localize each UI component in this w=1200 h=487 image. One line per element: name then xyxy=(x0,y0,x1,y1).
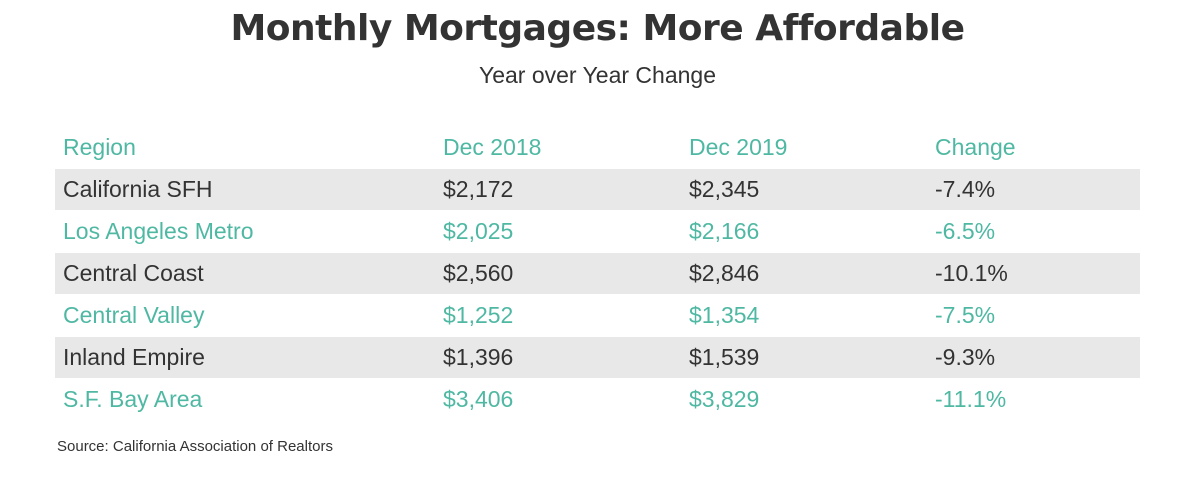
data-table: Region Dec 2018 Dec 2019 Change Californ… xyxy=(55,126,1140,420)
change-cell: -7.4% xyxy=(935,176,996,202)
table-row: California SFH $2,172 $2,345 -7.4% xyxy=(55,168,1140,210)
chart-subtitle: Year over Year Change xyxy=(478,62,716,88)
dec-2019-cell: $2,166 xyxy=(689,218,760,244)
change-cell: -7.5% xyxy=(935,302,996,328)
table-header-row: Region Dec 2018 Dec 2019 Change xyxy=(55,126,1140,168)
region-cell: Central Coast xyxy=(63,260,204,286)
table-row: Inland Empire $1,396 $1,539 -9.3% xyxy=(55,336,1140,378)
dec-2019-cell: $3,829 xyxy=(689,386,760,412)
region-cell: Los Angeles Metro xyxy=(63,218,254,244)
header-change: Change xyxy=(935,133,1016,160)
dec-2018-cell: $2,560 xyxy=(443,260,514,286)
region-cell: Central Valley xyxy=(63,302,205,328)
header-region: Region xyxy=(63,133,136,160)
dec-2018-cell: $1,252 xyxy=(443,302,514,328)
region-cell: California SFH xyxy=(63,176,213,202)
region-cell: Inland Empire xyxy=(63,344,205,370)
change-cell: -9.3% xyxy=(935,344,996,370)
table-row: S.F. Bay Area $3,406 $3,829 -11.1% xyxy=(55,378,1140,420)
dec-2018-cell: $2,172 xyxy=(443,176,514,202)
header-dec-2019: Dec 2019 xyxy=(689,133,788,160)
dec-2019-cell: $1,354 xyxy=(689,302,760,328)
dec-2019-cell: $2,345 xyxy=(689,176,760,202)
table-row: Central Coast $2,560 $2,846 -10.1% xyxy=(55,252,1140,294)
change-cell: -6.5% xyxy=(935,218,996,244)
dec-2019-cell: $1,539 xyxy=(689,344,760,370)
change-cell: -11.1% xyxy=(935,386,1007,412)
source-note: Source: California Association of Realto… xyxy=(57,438,333,455)
dec-2018-cell: $2,025 xyxy=(443,218,514,244)
table-row: Los Angeles Metro $2,025 $2,166 -6.5% xyxy=(55,210,1140,252)
change-cell: -10.1% xyxy=(935,260,1008,286)
dec-2018-cell: $3,406 xyxy=(443,386,514,412)
dec-2018-cell: $1,396 xyxy=(443,344,514,370)
table-row: Central Valley $1,252 $1,354 -7.5% xyxy=(55,294,1140,336)
chart-title: Monthly Mortgages: More Affordable xyxy=(230,8,965,49)
dec-2019-cell: $2,846 xyxy=(689,260,760,286)
header-dec-2018: Dec 2018 xyxy=(443,133,542,160)
region-cell: S.F. Bay Area xyxy=(63,386,203,412)
